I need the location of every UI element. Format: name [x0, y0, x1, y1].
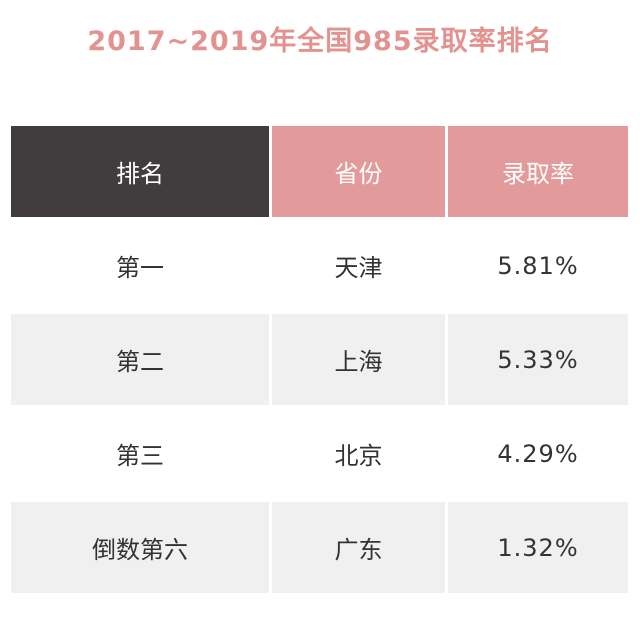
ranking-table: 排名 省份 录取率 第一 天津 5.81% 第二 上海 5.33% 第三 北京 …: [8, 123, 631, 596]
table-row: 倒数第六 广东 1.32%: [11, 502, 628, 593]
header-rank: 排名: [11, 126, 269, 217]
cell-rank: 第一: [11, 220, 269, 311]
table-header-row: 排名 省份 录取率: [11, 126, 628, 217]
cell-province: 天津: [272, 220, 445, 311]
cell-province: 广东: [272, 502, 445, 593]
header-rate: 录取率: [448, 126, 628, 217]
cell-rank: 倒数第六: [11, 502, 269, 593]
table-row: 第一 天津 5.81%: [11, 220, 628, 311]
page-title: 2017~2019年全国985录取率排名: [87, 26, 553, 57]
cell-rate: 5.81%: [448, 220, 628, 311]
cell-province: 上海: [272, 314, 445, 405]
cell-rate: 5.33%: [448, 314, 628, 405]
cell-province: 北京: [272, 408, 445, 499]
table-row: 第二 上海 5.33%: [11, 314, 628, 405]
cell-rate: 4.29%: [448, 408, 628, 499]
cell-rank: 第二: [11, 314, 269, 405]
header-province: 省份: [272, 126, 445, 217]
table-row: 第三 北京 4.29%: [11, 408, 628, 499]
cell-rate: 1.32%: [448, 502, 628, 593]
cell-rank: 第三: [11, 408, 269, 499]
